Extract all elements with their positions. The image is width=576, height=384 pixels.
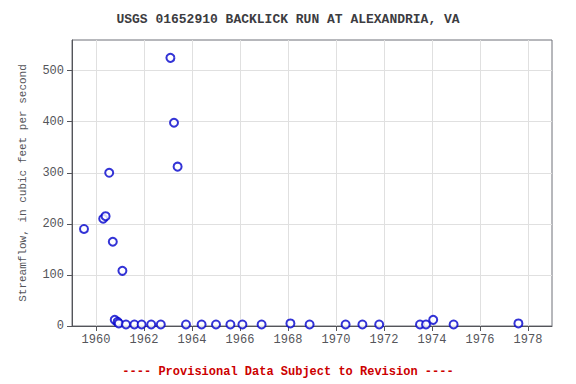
svg-text:0: 0 [57,319,64,333]
svg-text:200: 200 [42,217,64,231]
svg-text:300: 300 [42,166,64,180]
svg-text:400: 400 [42,115,64,129]
svg-text:1972: 1972 [370,333,399,347]
svg-text:---- Provisional Data Subject: ---- Provisional Data Subject to Revisio… [122,365,453,379]
svg-text:1966: 1966 [226,333,255,347]
svg-text:1970: 1970 [322,333,351,347]
svg-text:1968: 1968 [274,333,303,347]
svg-text:USGS 01652910 BACKLICK RUN AT: USGS 01652910 BACKLICK RUN AT ALEXANDRIA… [116,12,459,27]
svg-text:1976: 1976 [466,333,495,347]
svg-text:100: 100 [42,268,64,282]
svg-text:1962: 1962 [130,333,159,347]
svg-text:1964: 1964 [178,333,207,347]
svg-text:500: 500 [42,64,64,78]
svg-text:1978: 1978 [514,333,543,347]
svg-text:1974: 1974 [418,333,447,347]
svg-text:Streamflow, in cubic feet per: Streamflow, in cubic feet per second [17,64,29,302]
svg-text:1960: 1960 [82,333,111,347]
